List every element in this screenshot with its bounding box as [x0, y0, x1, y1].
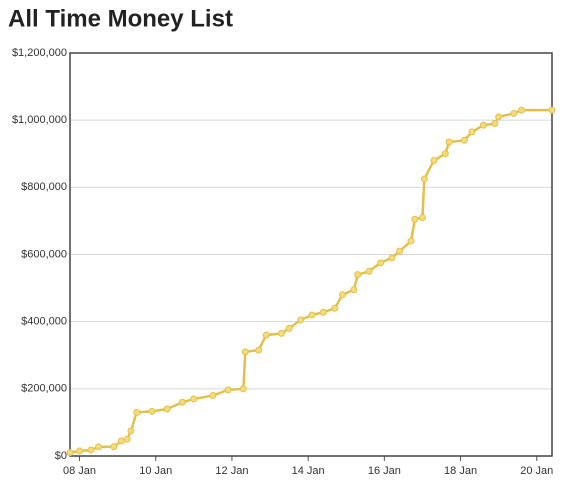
y-tick-label: $800,000: [21, 181, 67, 193]
point: [262, 331, 270, 339]
point: [377, 259, 385, 267]
point: [396, 247, 404, 255]
point: [285, 324, 293, 332]
point: [127, 427, 135, 435]
y-tick-label: $200,000: [21, 383, 67, 395]
point: [338, 291, 346, 299]
point: [468, 128, 476, 136]
point: [510, 109, 518, 117]
point: [239, 385, 247, 393]
point: [308, 311, 316, 319]
point: [411, 215, 419, 223]
point: [495, 113, 503, 121]
point: [110, 443, 118, 451]
x-tick-label: 10 Jan: [139, 465, 172, 477]
point: [209, 392, 217, 400]
y-tick-label: $1,000,000: [12, 114, 67, 126]
x-tick-label: 20 Jan: [520, 465, 553, 477]
point: [190, 395, 198, 403]
point: [354, 271, 362, 279]
y-tick-label: $0: [55, 450, 67, 462]
point: [350, 286, 358, 294]
x-tick-label: 18 Jan: [444, 465, 477, 477]
y-tick-label: $600,000: [21, 248, 67, 260]
point: [388, 254, 396, 262]
point: [479, 121, 487, 129]
x-tick-label: 14 Jan: [292, 465, 325, 477]
point: [241, 348, 249, 356]
point: [548, 106, 556, 114]
x-tick-label: 08 Jan: [63, 465, 96, 477]
point: [76, 447, 84, 455]
x-tick-label: 12 Jan: [215, 465, 248, 477]
point: [255, 346, 263, 354]
point: [518, 106, 526, 114]
point: [95, 443, 103, 451]
point: [407, 237, 415, 245]
point: [319, 308, 327, 316]
point: [163, 405, 171, 413]
point: [441, 150, 449, 158]
point: [123, 435, 131, 443]
point: [331, 304, 339, 312]
point: [491, 120, 499, 128]
x-tick-label: 16 Jan: [368, 465, 401, 477]
y-tick-label: $1,200,000: [12, 47, 67, 59]
point: [445, 138, 453, 146]
point: [66, 449, 74, 457]
point: [224, 386, 232, 394]
point: [87, 446, 95, 454]
point: [418, 214, 426, 222]
chart-title: All Time Money List: [8, 5, 233, 32]
point: [148, 407, 156, 415]
point: [297, 316, 305, 324]
point: [117, 437, 125, 445]
plot-border: [69, 52, 553, 457]
point: [420, 175, 428, 183]
line: [69, 108, 552, 454]
point: [365, 267, 373, 275]
point: [460, 136, 468, 144]
point: [277, 329, 285, 337]
y-tick-label: $400,000: [21, 316, 67, 328]
point: [430, 156, 438, 164]
point: [133, 408, 141, 416]
point: [178, 398, 186, 406]
